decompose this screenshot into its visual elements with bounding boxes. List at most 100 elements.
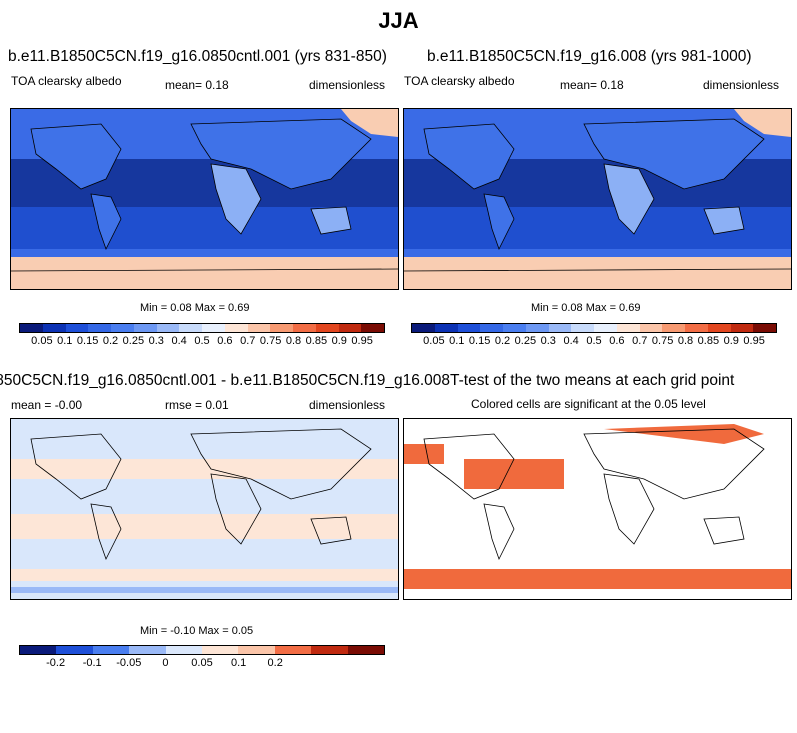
colorbar-swatch	[92, 646, 130, 654]
colorbar-swatch	[88, 324, 111, 332]
colorbar-swatch	[338, 324, 362, 332]
colorbar-tick-label: 0.15	[76, 335, 99, 347]
panel1-minmax: Min = 0.08 Max = 0.69	[140, 302, 250, 314]
colorbar-swatch	[202, 324, 225, 332]
panel2-map	[403, 108, 792, 290]
panel3-title: b.e11.B1850C5CN.f19_g16.0850cntl.001 - b…	[0, 372, 450, 389]
colorbar-tick-label: 0.1	[57, 335, 73, 347]
panel3-rmse: rmse = 0.01	[165, 398, 229, 412]
colorbar-swatch	[20, 324, 43, 332]
colorbar-swatch	[315, 324, 339, 332]
colorbar-tick-label: 0.2	[267, 657, 283, 669]
colorbar-tick-label: 0.25	[122, 335, 145, 347]
colorbar-tick-label: 0.75	[651, 335, 674, 347]
colorbar-tick-label: -0.1	[82, 657, 102, 669]
panel4-subtitle: Colored cells are significant at the 0.0…	[471, 397, 706, 411]
panel3-map	[10, 418, 399, 600]
colorbar-swatch	[480, 324, 503, 332]
panel1-colorbar-labels: 0.05 0.1 0.15 0.2 0.25 0.3 0.4 0.5 0.6 0.7 0.75 0.8…	[19, 335, 385, 349]
colorbar-tick-label: -0.05	[116, 657, 142, 669]
colorbar-tick-label: 0.2	[102, 335, 119, 347]
panel1-variable: TOA clearsky albedo	[11, 74, 122, 88]
colorbar-swatch	[274, 646, 312, 654]
colorbar-swatch	[129, 646, 166, 654]
colorbar-tick-label: 0.85	[697, 335, 720, 347]
colorbar-tick-label: 0.9	[331, 335, 347, 347]
colorbar-swatch	[56, 646, 93, 654]
colorbar-tick-label: 0.3	[148, 335, 164, 347]
panel2-variable: TOA clearsky albedo	[404, 74, 515, 88]
colorbar-tick-label: 0.4	[171, 335, 187, 347]
colorbar-tick-label: 0.3	[540, 335, 556, 347]
panel1-units: dimensionless	[309, 78, 386, 92]
colorbar-swatch	[42, 324, 66, 332]
colorbar-swatch	[685, 324, 708, 332]
colorbar-swatch	[20, 646, 57, 654]
colorbar-swatch	[571, 324, 594, 332]
panel4-map	[403, 418, 792, 600]
colorbar-swatch	[361, 324, 384, 332]
colorbar-tick-label: 0.75	[259, 335, 282, 347]
colorbar-tick-label: 0.5	[194, 335, 210, 347]
panel2-minmax: Min = 0.08 Max = 0.69	[531, 302, 641, 314]
colorbar-tick-label: 0.15	[468, 335, 491, 347]
colorbar-swatch	[202, 646, 239, 654]
panel1-colorbar	[19, 323, 385, 333]
colorbar-tick-label: 0.7	[632, 335, 648, 347]
panel3-colorbar	[19, 645, 385, 655]
panel3-colorbar-labels: -0.2 -0.1 -0.05 0 0.05 0.1 0.2	[19, 657, 385, 671]
colorbar-tick-label: 0.1	[449, 335, 465, 347]
colorbar-tick-label: 0.05	[423, 335, 445, 347]
colorbar-swatch	[133, 324, 157, 332]
colorbar-tick-label: 0.8	[677, 335, 694, 347]
colorbar-tick-label: 0.9	[723, 335, 739, 347]
page-title: JJA	[378, 8, 419, 33]
colorbar-tick-label: 0.7	[240, 335, 256, 347]
colorbar-tick-label: 0.05	[191, 657, 213, 669]
colorbar-swatch	[224, 324, 248, 332]
colorbar-tick-label: 0.6	[217, 335, 233, 347]
colorbar-swatch	[525, 324, 549, 332]
panel1-mean: mean= 0.18	[165, 78, 229, 92]
colorbar-tick-label: 0.5	[586, 335, 602, 347]
panel2-colorbar	[411, 323, 777, 333]
colorbar-swatch	[434, 324, 458, 332]
colorbar-swatch	[311, 646, 348, 654]
colorbar-tick-label: 0.2	[494, 335, 511, 347]
colorbar-swatch	[548, 324, 572, 332]
colorbar-tick-label: 0.6	[609, 335, 625, 347]
colorbar-tick-label: 0.25	[514, 335, 537, 347]
panel2-units: dimensionless	[703, 78, 780, 92]
colorbar-swatch	[503, 324, 526, 332]
colorbar-swatch	[707, 324, 731, 332]
colorbar-tick-label: 0.4	[563, 335, 579, 347]
colorbar-swatch	[662, 324, 685, 332]
colorbar-swatch	[616, 324, 640, 332]
colorbar-swatch	[639, 324, 663, 332]
colorbar-swatch	[65, 324, 89, 332]
panel3-minmax: Min = -0.10 Max = 0.05	[140, 625, 254, 637]
colorbar-tick-label: 0	[162, 657, 169, 669]
panel3-mean: mean = -0.00	[11, 398, 83, 412]
panel2-title: b.e11.B1850C5CN.f19_g16.008 (yrs 981-100…	[427, 48, 752, 65]
colorbar-swatch	[730, 324, 754, 332]
colorbar-swatch	[347, 646, 385, 654]
panel2-colorbar-labels: 0.05 0.1 0.15 0.2 0.25 0.3 0.4 0.5 0.6 0.7 0.75 0.8…	[411, 335, 777, 349]
panel1-title: b.e11.B1850C5CN.f19_g16.0850cntl.001 (yr…	[8, 48, 387, 65]
panel3-units: dimensionless	[309, 398, 386, 412]
colorbar-tick-label: 0.85	[305, 335, 328, 347]
colorbar-swatch	[412, 324, 435, 332]
colorbar-swatch	[753, 324, 776, 332]
panel2-mean: mean= 0.18	[560, 78, 624, 92]
colorbar-tick-label: 0.8	[285, 335, 302, 347]
colorbar-swatch	[165, 646, 203, 654]
colorbar-tick-label: 0.95	[743, 335, 765, 347]
colorbar-swatch	[293, 324, 316, 332]
panel1-map	[10, 108, 399, 290]
colorbar-tick-label: -0.2	[46, 657, 66, 669]
colorbar-swatch	[179, 324, 202, 332]
colorbar-swatch	[238, 646, 275, 654]
colorbar-swatch	[270, 324, 293, 332]
colorbar-swatch	[247, 324, 271, 332]
colorbar-tick-label: 0.05	[31, 335, 53, 347]
